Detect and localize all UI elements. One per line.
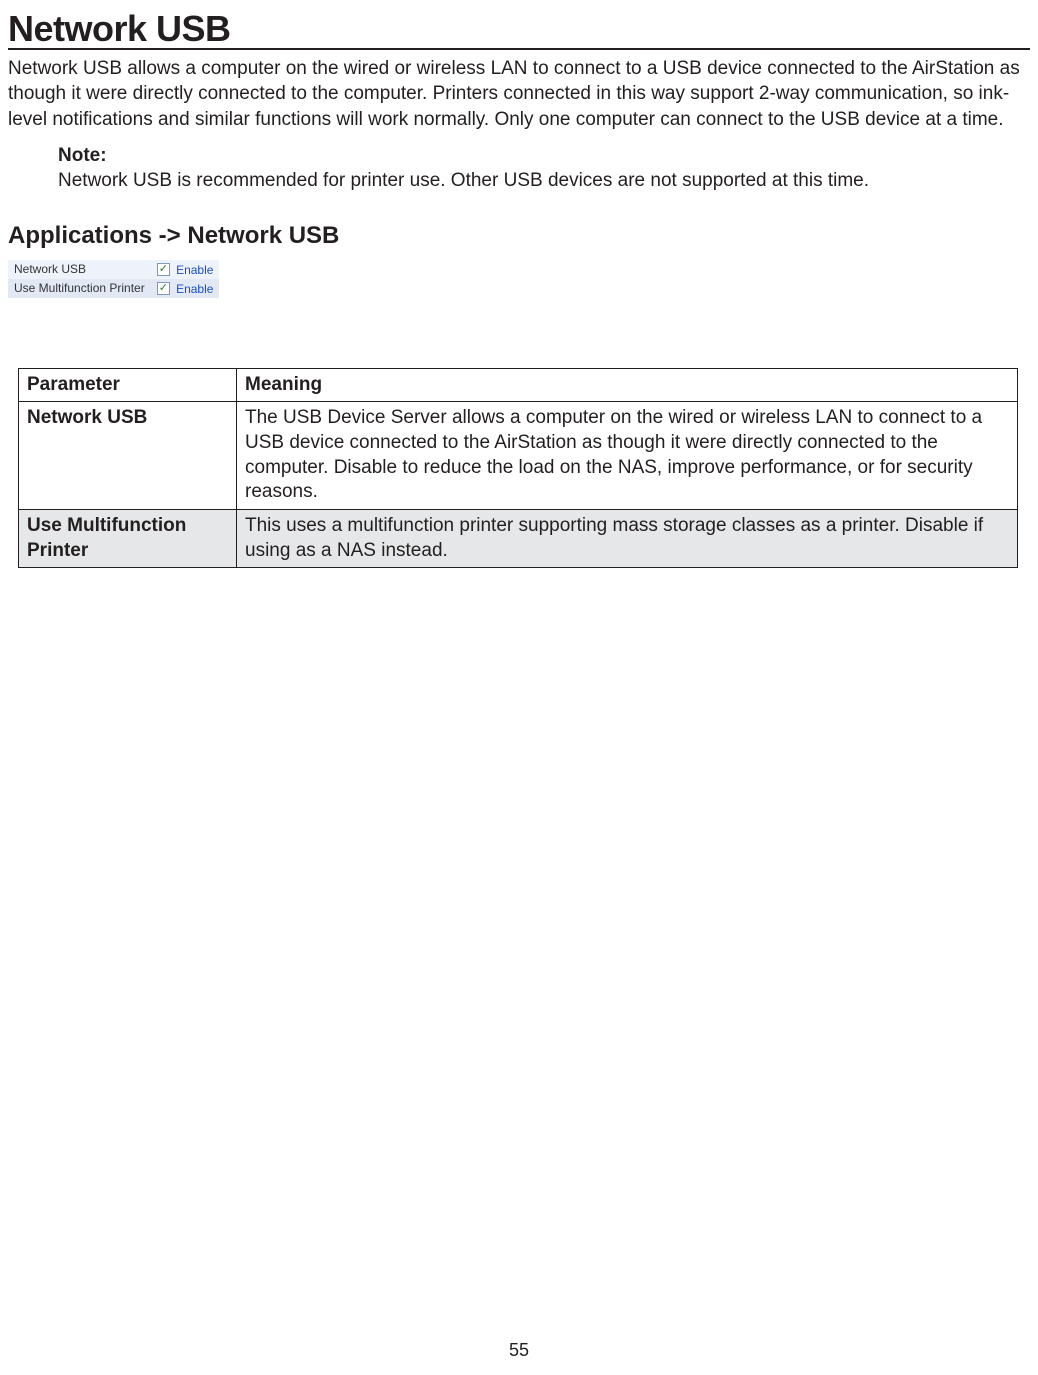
table-header: Parameter bbox=[19, 368, 237, 402]
page-number: 55 bbox=[0, 1340, 1038, 1361]
param-meaning-cell: This uses a multifunction printer suppor… bbox=[237, 510, 1018, 568]
param-name-cell: Use Multifunction Printer bbox=[19, 510, 237, 568]
section-heading: Applications -> Network USB bbox=[8, 222, 1030, 250]
settings-row: Network USB Enable bbox=[8, 260, 219, 279]
checkbox-icon[interactable] bbox=[157, 263, 170, 276]
setting-value: Enable bbox=[176, 282, 213, 296]
settings-screenshot: Network USB Enable Use Multifunction Pri… bbox=[8, 260, 219, 298]
setting-label: Network USB bbox=[8, 260, 151, 279]
table-header: Meaning bbox=[237, 368, 1018, 402]
settings-row: Use Multifunction Printer Enable bbox=[8, 279, 219, 298]
param-meaning-cell: The USB Device Server allows a computer … bbox=[237, 402, 1018, 510]
checkbox-icon[interactable] bbox=[157, 282, 170, 295]
page-title: Network USB bbox=[8, 10, 1030, 50]
table-row: Use Multifunction Printer This uses a mu… bbox=[19, 510, 1018, 568]
intro-paragraph: Network USB allows a computer on the wir… bbox=[8, 56, 1030, 133]
setting-value: Enable bbox=[176, 263, 213, 277]
param-name-cell: Network USB bbox=[19, 402, 237, 510]
setting-label: Use Multifunction Printer bbox=[8, 279, 151, 298]
table-header-row: Parameter Meaning bbox=[19, 368, 1018, 402]
note-label: Note: bbox=[58, 143, 1030, 169]
parameter-table: Parameter Meaning Network USB The USB De… bbox=[18, 368, 1018, 569]
table-row: Network USB The USB Device Server allows… bbox=[19, 402, 1018, 510]
note-block: Note: Network USB is recommended for pri… bbox=[58, 143, 1030, 194]
note-text: Network USB is recommended for printer u… bbox=[58, 168, 1030, 194]
